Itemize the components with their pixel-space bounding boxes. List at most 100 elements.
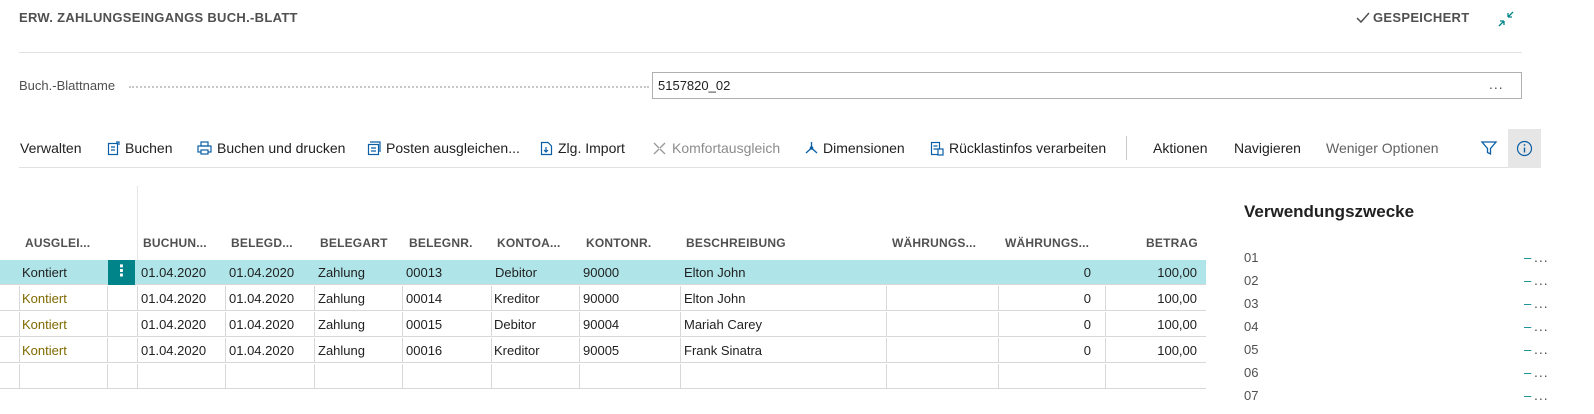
col-header-ausgleich[interactable]: AUSGLEI... xyxy=(25,236,91,250)
filter-icon[interactable] xyxy=(1480,139,1498,157)
grid-line xyxy=(886,312,887,337)
cell-buchungsdatum[interactable]: 01.04.2020 xyxy=(141,317,207,332)
cell-kontonr[interactable]: 90000 xyxy=(583,265,620,280)
cell-kontonr[interactable]: 90005 xyxy=(583,343,620,358)
table-row[interactable]: Kontiert 01.04.2020 01.04.2020 Zahlung 0… xyxy=(0,312,1206,337)
cell-kontonr[interactable]: 90004 xyxy=(583,317,620,332)
fewer-options-button[interactable]: Weniger Optionen xyxy=(1326,140,1439,156)
cell-waehrung1[interactable] xyxy=(890,312,995,337)
action-buchen-drucken[interactable]: Buchen und drucken xyxy=(197,140,345,156)
factbox-item-more[interactable]: ... xyxy=(1534,364,1549,380)
cell-belegart[interactable]: Zahlung xyxy=(318,317,365,332)
col-header-buchungsdatum[interactable]: BUCHUN... xyxy=(143,236,207,250)
collapse-icon[interactable] xyxy=(1496,9,1516,29)
cell-beschreibung[interactable]: Frank Sinatra xyxy=(684,343,763,358)
factbox-value-dash[interactable]: – xyxy=(1524,319,1532,334)
cell-betrag[interactable]: 100,00 xyxy=(1157,343,1197,358)
cell-buchungsdatum[interactable]: 01.04.2020 xyxy=(141,343,207,358)
factbox-item-more[interactable]: ... xyxy=(1534,295,1549,311)
action-ruecklastinfos-label: Rücklastinfos verarbeiten xyxy=(949,140,1107,156)
action-posten-ausgleichen[interactable]: Posten ausgleichen... xyxy=(367,140,520,156)
cell-betrag[interactable]: 100,00 xyxy=(1157,291,1197,306)
cell-belegdatum[interactable]: 01.04.2020 xyxy=(229,317,295,332)
col-header-belegnr[interactable]: BELEGNR. xyxy=(409,236,473,250)
cell-ausgleich[interactable]: Kontiert xyxy=(22,260,107,285)
cell-belegdatum[interactable]: 01.04.2020 xyxy=(229,265,295,280)
factbox-value-dash[interactable]: – xyxy=(1524,342,1532,357)
action-zlg-import[interactable]: Zlg. Import xyxy=(540,140,625,156)
cell-kontoart[interactable]: Debitor xyxy=(494,317,536,332)
cell-kontoart[interactable]: Kreditor xyxy=(494,291,540,306)
info-pane-button[interactable] xyxy=(1508,129,1541,168)
col-header-beschreibung[interactable]: BESCHREIBUNG xyxy=(686,236,786,250)
batch-name-input[interactable] xyxy=(652,72,1522,99)
col-header-waehrung1[interactable]: WÄHRUNGS... xyxy=(892,236,977,250)
cell-buchungsdatum[interactable]: 01.04.2020 xyxy=(141,291,207,306)
factbox-item-more[interactable]: ... xyxy=(1534,249,1549,265)
col-header-betrag[interactable]: BETRAG xyxy=(1146,236,1198,250)
cell-kontoart[interactable]: Kreditor xyxy=(494,343,540,358)
cell-belegart[interactable]: Zahlung xyxy=(318,291,365,306)
action-buchen[interactable]: Buchen xyxy=(107,140,172,156)
kontiert-link[interactable]: Kontiert xyxy=(22,265,67,280)
table-row[interactable]: Kontiert 01.04.2020 01.04.2020 Zahlung 0… xyxy=(0,338,1206,363)
cell-waehrung2[interactable]: 0 xyxy=(1083,291,1091,306)
cell-waehrung1[interactable] xyxy=(890,260,998,285)
action-ruecklastinfos[interactable]: Rücklastinfos verarbeiten xyxy=(930,140,1106,156)
factbox-value-dash[interactable]: – xyxy=(1524,365,1532,380)
kontiert-link[interactable]: Kontiert xyxy=(22,317,67,332)
menu-navigieren[interactable]: Navigieren xyxy=(1234,140,1301,156)
cell-kontonr[interactable]: 90000 xyxy=(583,291,620,306)
col-header-kontoart[interactable]: KONTOA... xyxy=(497,236,561,250)
factbox-item-more[interactable]: ... xyxy=(1534,387,1549,403)
action-verwalten[interactable]: Verwalten xyxy=(20,140,81,156)
cell-betrag[interactable]: 100,00 xyxy=(1157,265,1197,280)
cell-belegart[interactable]: Zahlung xyxy=(318,343,365,358)
factbox-item-more[interactable]: ... xyxy=(1534,272,1549,288)
cell-waehrung2[interactable]: 0 xyxy=(1083,265,1091,280)
factbox-value-dash[interactable]: – xyxy=(1524,296,1532,311)
col-header-waehrung2[interactable]: WÄHRUNGS... xyxy=(1005,236,1090,250)
cell-waehrung1[interactable] xyxy=(890,338,995,363)
cell-belegnr[interactable]: 00014 xyxy=(406,291,443,306)
factbox-value-dash[interactable]: – xyxy=(1524,388,1532,403)
cell-buchungsdatum[interactable]: 01.04.2020 xyxy=(141,265,207,280)
cell-belegdatum[interactable]: 01.04.2020 xyxy=(229,343,295,358)
header-divider xyxy=(19,52,1522,53)
cell-beschreibung[interactable]: Elton John xyxy=(684,265,746,280)
batch-name-lookup-button[interactable]: ... xyxy=(1489,76,1504,92)
cell-kontoart[interactable]: Debitor xyxy=(495,265,537,280)
row-menu-button[interactable]: ⋮ xyxy=(108,260,135,285)
cell-belegnr[interactable]: 00015 xyxy=(406,317,443,332)
menu-aktionen[interactable]: Aktionen xyxy=(1153,140,1207,156)
col-header-belegart[interactable]: BELEGART xyxy=(320,236,388,250)
grid-line xyxy=(1105,312,1106,337)
cell-belegnr[interactable]: 00013 xyxy=(406,265,443,280)
cell-ausgleich[interactable]: Kontiert xyxy=(22,286,107,311)
kontiert-link[interactable]: Kontiert xyxy=(22,343,67,358)
factbox-item-more[interactable]: ... xyxy=(1534,341,1549,357)
col-header-belegdatum[interactable]: BELEGD... xyxy=(231,236,293,250)
cell-beschreibung[interactable]: Elton John xyxy=(684,291,746,306)
cell-ausgleich[interactable]: Kontiert xyxy=(22,312,107,337)
cell-waehrung2[interactable]: 0 xyxy=(1083,317,1091,332)
kontiert-link[interactable]: Kontiert xyxy=(22,291,67,306)
action-dimensionen[interactable]: Dimensionen xyxy=(805,140,905,156)
table-row[interactable]: Kontiert ⋮ 01.04.2020 01.04.2020 Zahlung… xyxy=(0,260,1206,285)
factbox-item: 07 xyxy=(1244,388,1259,403)
factbox-item-more[interactable]: ... xyxy=(1534,318,1549,334)
cell-waehrung2[interactable]: 0 xyxy=(1083,343,1091,358)
cell-belegnr[interactable]: 00016 xyxy=(406,343,443,358)
col-header-kontonr[interactable]: KONTONR. xyxy=(586,236,652,250)
cell-belegart[interactable]: Zahlung xyxy=(318,265,365,280)
cell-betrag[interactable]: 100,00 xyxy=(1157,317,1197,332)
factbox-value-dash[interactable]: – xyxy=(1524,250,1532,265)
table-row-new[interactable] xyxy=(0,364,1206,389)
cell-waehrung1[interactable] xyxy=(890,286,995,311)
factbox-value-dash[interactable]: – xyxy=(1524,273,1532,288)
cell-belegdatum[interactable]: 01.04.2020 xyxy=(229,291,295,306)
cell-ausgleich[interactable]: Kontiert xyxy=(22,338,107,363)
table-row[interactable]: Kontiert 01.04.2020 01.04.2020 Zahlung 0… xyxy=(0,286,1206,311)
cell-beschreibung[interactable]: Mariah Carey xyxy=(684,317,763,332)
action-komfortausgleich[interactable]: Komfortausgleich xyxy=(652,140,780,156)
